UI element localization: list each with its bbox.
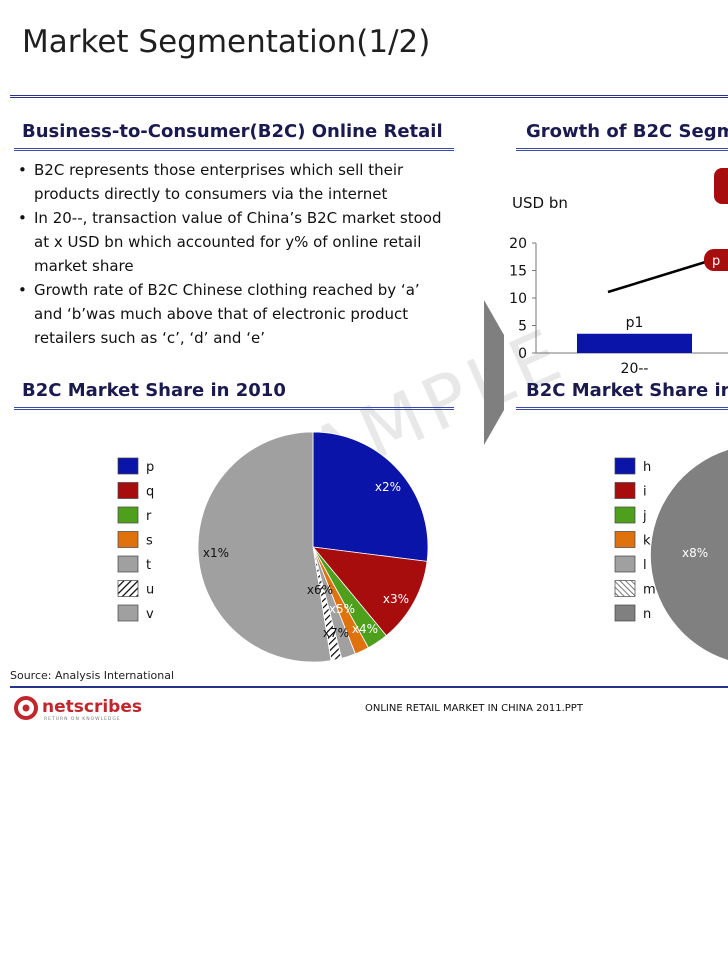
legend-item: r: [146, 509, 152, 524]
y-tick-label: 0: [518, 346, 527, 362]
growth-heading-rule: [516, 148, 728, 151]
legend-item: s: [146, 534, 153, 549]
legend-swatch: [117, 482, 139, 499]
y-tick-label: 10: [509, 291, 527, 307]
pie-slice-label: x7%: [323, 626, 349, 640]
pie-slice: [312, 431, 429, 562]
pie-slice-label: x4%: [352, 622, 378, 636]
legend-item: n: [643, 607, 651, 622]
legend-item: v: [146, 607, 154, 622]
legend-item: p: [146, 460, 154, 475]
bar-data-label: p1: [626, 315, 644, 331]
legend-swatch: [614, 531, 636, 548]
x-tick-label: 20--: [621, 361, 649, 377]
legend-item: j: [642, 509, 647, 524]
growth-bar-chart: USD bn 0 5 10 15 20 p1 20-- p: [509, 168, 728, 377]
legend-swatch: [614, 580, 636, 597]
trend-point-label: p: [712, 254, 720, 269]
logo-tagline: RETURN ON KNOWLEDGE: [44, 716, 121, 722]
page-title: Market Segmentation(1/2): [22, 24, 431, 60]
growth-heading: Growth of B2C Segm: [526, 121, 728, 142]
pie-slice-label: x1%: [203, 546, 229, 560]
legend-item: k: [643, 534, 651, 549]
trend-line: [607, 258, 713, 294]
bar: [577, 333, 692, 353]
legend-swatch: [117, 604, 139, 622]
pie-left-heading: B2C Market Share in 2010: [22, 380, 286, 401]
legend-swatch: [117, 506, 139, 524]
legend-item: u: [146, 583, 154, 598]
legend-item: i: [643, 485, 647, 500]
legend-swatch: [614, 604, 636, 622]
y-axis-label: USD bn: [512, 194, 568, 212]
trend-point: [704, 249, 728, 271]
legend-item: m: [643, 583, 656, 598]
pie-slice-label: x8%: [682, 546, 708, 560]
title-divider: [10, 95, 728, 98]
bullet-item: In 20--, transaction value of China’s B2…: [18, 206, 448, 278]
legend-swatch: [614, 482, 636, 499]
legend-swatch: [117, 580, 139, 597]
y-tick-label: 20: [509, 236, 527, 252]
bullet-item: B2C represents those enterprises which s…: [18, 158, 448, 206]
b2c-retail-heading-rule: [14, 148, 454, 151]
bullet-item: Growth rate of B2C Chinese clothing reac…: [18, 278, 448, 350]
legend-item: q: [146, 485, 154, 500]
legend-swatch: [614, 555, 636, 573]
chevron-divider-icon: [484, 300, 504, 445]
legend-item: l: [643, 558, 647, 573]
y-tick-label: 5: [518, 319, 527, 335]
pie-slice: [197, 431, 332, 663]
callout-shape: [714, 168, 728, 204]
legend-swatch: [614, 506, 636, 524]
netscribes-logo: netscribes RETURN ON KNOWLEDGE: [14, 696, 142, 722]
b2c-retail-heading: Business-to-Consumer(B2C) Online Retail: [22, 121, 443, 142]
legend-item: t: [146, 558, 151, 573]
y-tick-label: 15: [509, 264, 527, 280]
pie-slice-label: x5%: [329, 602, 355, 616]
source-note: Source: Analysis International: [10, 669, 175, 682]
pie-slice: [312, 546, 428, 637]
pie-right-heading: B2C Market Share in: [526, 380, 728, 401]
pie-slice-n-visible: [682, 450, 728, 650]
pie-slice-label: x2%: [375, 480, 401, 494]
logo-mark-icon: [14, 696, 38, 720]
legend-swatch: [117, 531, 139, 548]
footer-filename: ONLINE RETAIL MARKET IN CHINA 2011.PPT: [365, 703, 583, 714]
legend-swatch: [117, 555, 139, 573]
legend-swatch: [614, 457, 636, 475]
legend-item: h: [643, 460, 651, 475]
pie-slice-label: x6%: [307, 583, 333, 597]
pie-right-heading-rule: [516, 407, 728, 410]
legend-swatch: [117, 457, 139, 475]
b2c-bullet-list: B2C represents those enterprises which s…: [18, 158, 448, 350]
logo-text: netscribes: [42, 697, 142, 717]
pie-slice-label: x3%: [383, 592, 409, 606]
footer-divider: [10, 686, 728, 688]
pie-left-heading-rule: [14, 407, 454, 410]
